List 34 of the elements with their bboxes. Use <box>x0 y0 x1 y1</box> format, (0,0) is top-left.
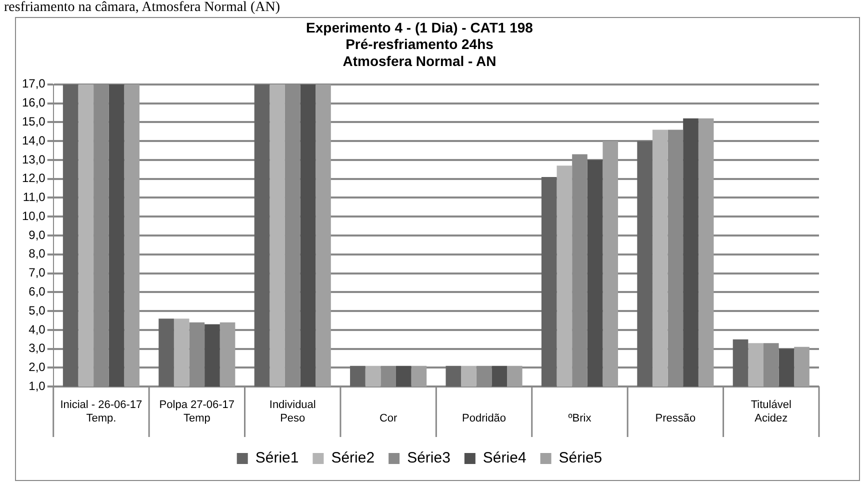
legend-label: Série5 <box>558 450 602 467</box>
y-tick-label: 3,0 <box>28 341 46 356</box>
text: Atmosfera Normal - AN <box>342 52 496 69</box>
y-tick-label: 9,0 <box>28 228 46 242</box>
x-tick-label: Cor <box>379 412 398 424</box>
y-tick-label: 6,0 <box>28 284 46 298</box>
x-tick-label: Polpa 27-06-17 Temp <box>159 399 235 424</box>
y-tick-label: 12,0 <box>22 171 46 186</box>
x-tick-label: Individual Peso <box>269 399 316 424</box>
x-tick-label: Inicial - 26-06-17 Temp. <box>60 399 142 424</box>
x-tick-label: ºBrix <box>568 412 592 424</box>
y-tick-label: 15,0 <box>22 114 46 128</box>
y-tick-label: 14,0 <box>22 133 46 148</box>
legend-label: Série4 <box>482 450 526 467</box>
x-tick-label: Podridão <box>462 412 506 424</box>
y-tick-label: 1,0 <box>28 378 46 393</box>
text: Pré-resfriamento 24hs <box>346 36 494 52</box>
y-tick-label: 7,0 <box>28 266 46 280</box>
y-tick-label: 10,0 <box>22 208 46 223</box>
y-tick-label: 13,0 <box>22 152 46 166</box>
legend-label: Série1 <box>255 450 299 467</box>
text: Experimento 4 - (1 Dia) - CAT1 198 <box>306 19 533 36</box>
text: resfriamento na câmara, Atmosfera Normal (AN) <box>4 0 280 16</box>
y-tick-label: 2,0 <box>28 360 46 374</box>
x-tick-label: Titulável Acidez <box>750 399 792 424</box>
legend-label: Série3 <box>407 450 450 467</box>
y-tick-label: 5,0 <box>28 303 46 318</box>
y-tick-label: 17,0 <box>22 76 46 91</box>
x-tick-label: Pressão <box>655 412 696 424</box>
y-tick-label: 8,0 <box>28 246 46 261</box>
y-tick-label: 16,0 <box>22 96 46 110</box>
legend-label: Série2 <box>331 450 375 467</box>
y-tick-label: 4,0 <box>28 322 46 336</box>
y-tick-label: 11,0 <box>22 190 46 204</box>
